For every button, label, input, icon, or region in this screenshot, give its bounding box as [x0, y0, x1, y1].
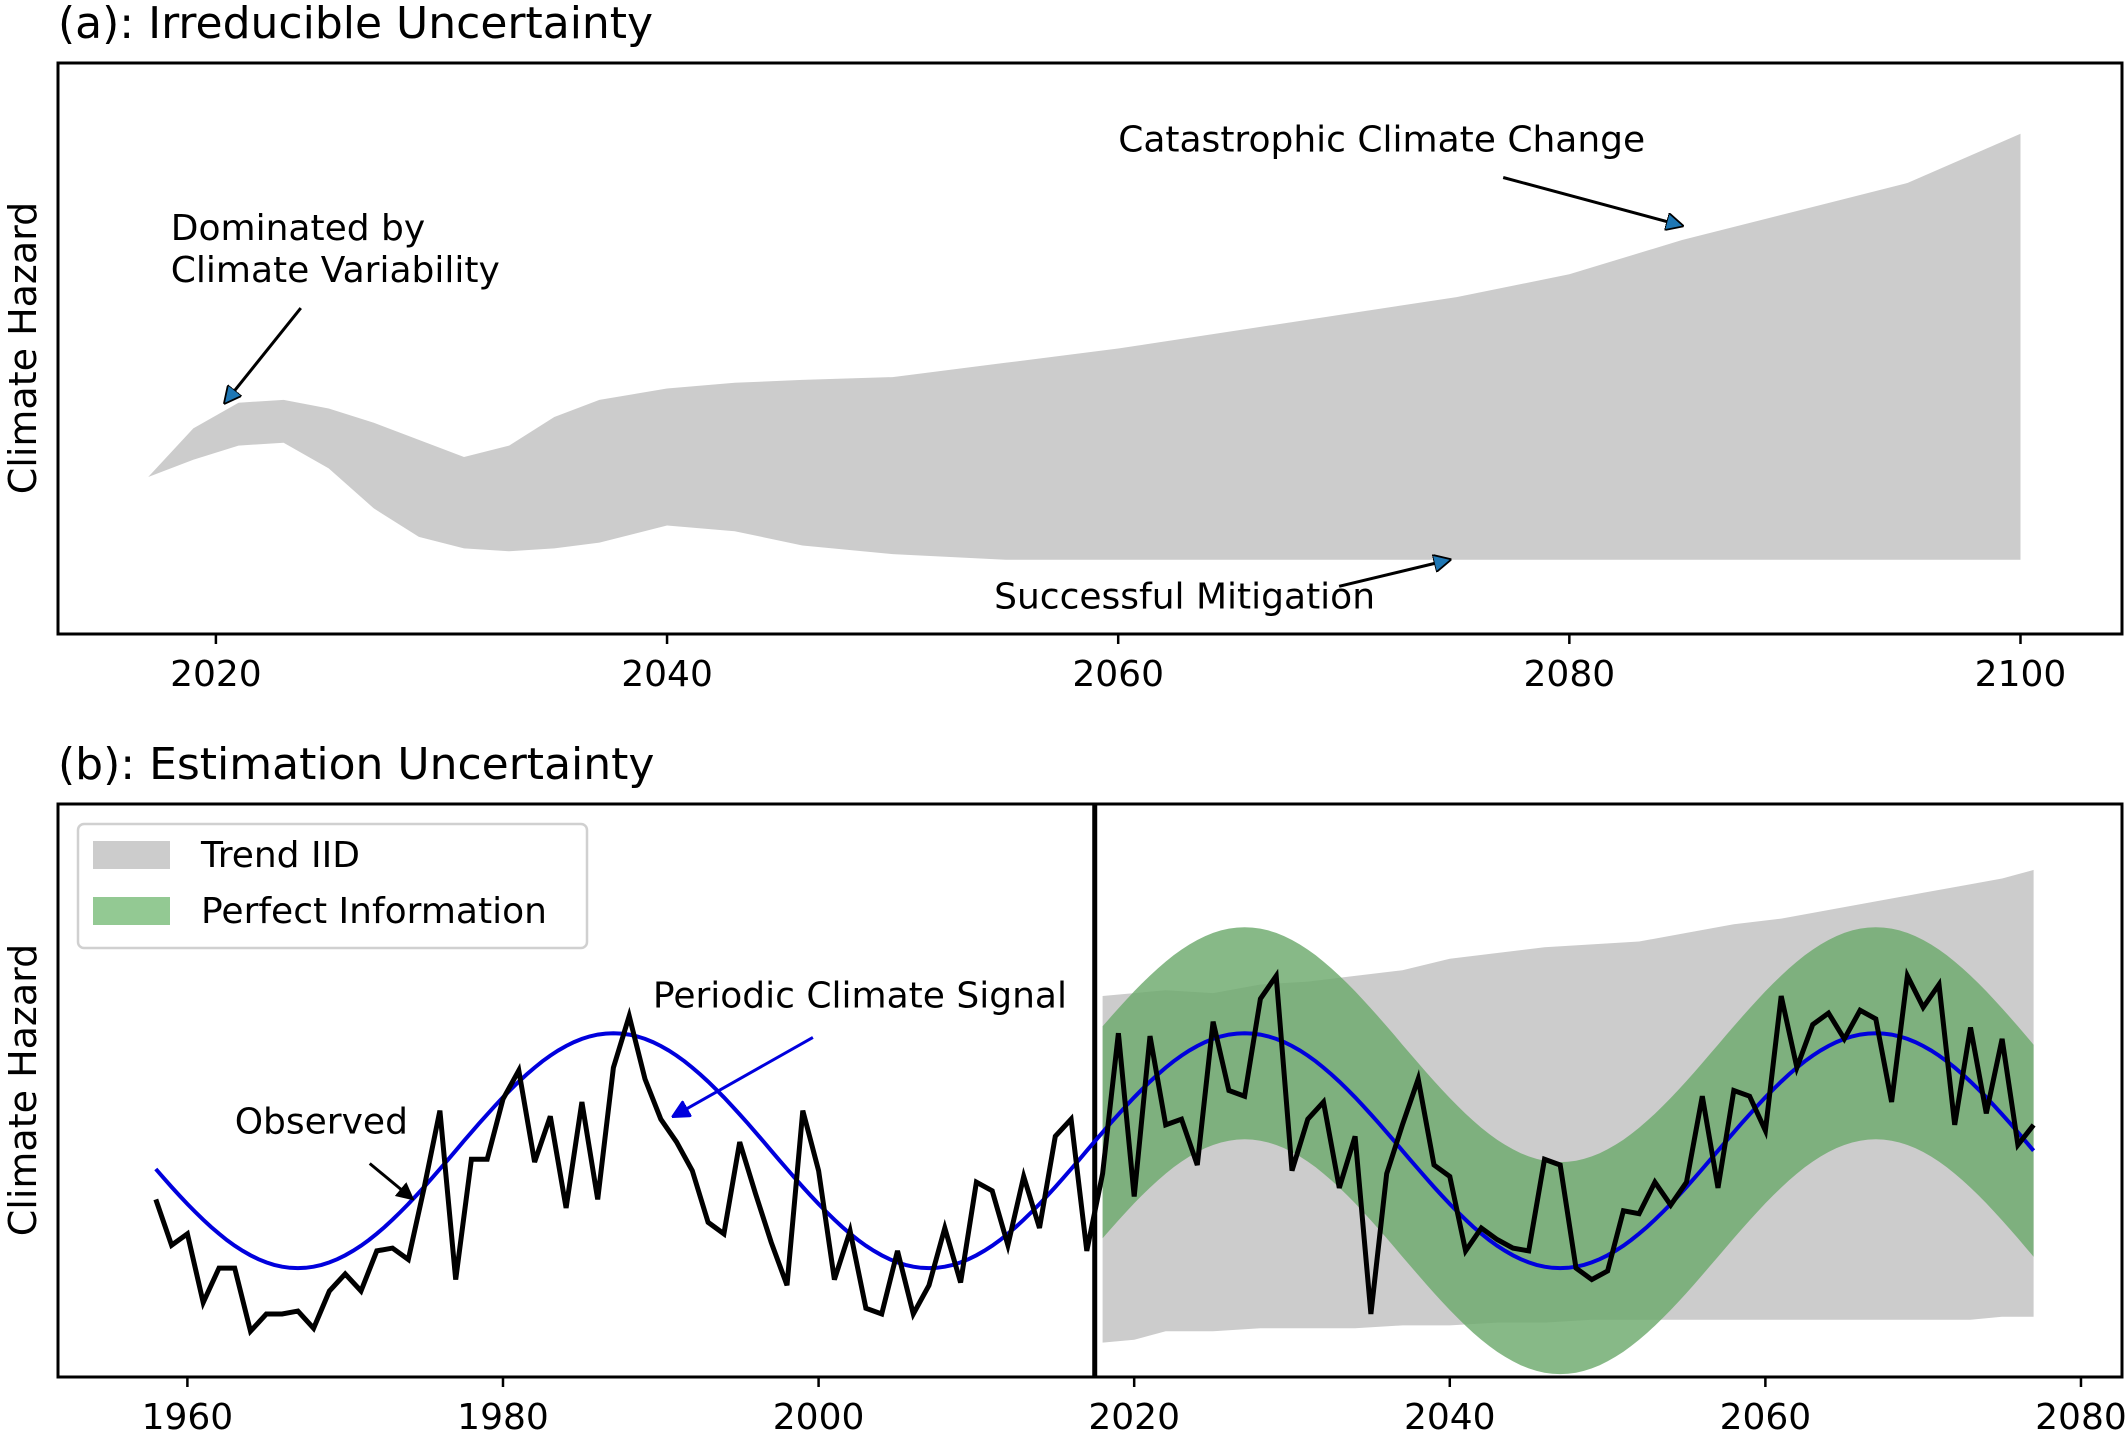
x-tick-label: 2000 [773, 1397, 865, 1437]
x-tick-label: 2040 [1404, 1397, 1496, 1437]
panel-a-ylabel: Climate Hazard [1, 202, 45, 494]
panel-b-x-ticks: 1960 1980 2000 2020 2040 2060 2080 [142, 1377, 2127, 1437]
panel-a: (a): Irreducible Uncertainty Climate Haz… [1, 0, 2124, 695]
legend-swatch-trend-iid [93, 841, 170, 869]
annotation-arrow [368, 1162, 415, 1201]
legend-swatch-perfect-information [93, 897, 170, 925]
legend-frame [76, 822, 589, 950]
panel-b: (b): Estimation Uncertainty Climate Haza… [1, 739, 2127, 1437]
annotation-arrow [1502, 176, 1682, 226]
annotation-text: Successful Mitigation [994, 576, 1375, 617]
panel-a-axes-frame [56, 61, 2124, 636]
x-tick-label: 2100 [1975, 654, 2067, 695]
legend-label-trend-iid: Trend IID [200, 835, 360, 876]
panel-b-axes-frame [56, 802, 2124, 1379]
x-tick-label: 1980 [457, 1397, 549, 1437]
x-tick-label: 2020 [1088, 1397, 1180, 1437]
perfect-information-band [1102, 927, 2034, 1375]
panel-b-annotations: Periodic Climate Signal Observed [235, 975, 1067, 1201]
legend: Trend IID Perfect Information [76, 822, 589, 950]
annotation-arrow [1338, 560, 1450, 588]
x-tick-label: 2020 [170, 654, 262, 695]
panel-b-title: (b): Estimation Uncertainty [58, 739, 654, 790]
x-tick-label: 2060 [1720, 1397, 1812, 1437]
annotation-arrow [673, 1036, 814, 1116]
x-tick-label: 2080 [2035, 1397, 2127, 1437]
panel-a-x-ticks: 2020 2040 2060 2080 2100 [170, 634, 2066, 695]
x-tick-label: 2040 [621, 654, 713, 695]
panel-a-annotations: Dominated by Climate Variability Catastrop… [171, 120, 1682, 617]
annotation-text: Catastrophic Climate Change [1118, 120, 1645, 161]
panel-b-ylabel: Climate Hazard [1, 944, 45, 1236]
annotation-text: Periodic Climate Signal [653, 975, 1067, 1016]
annotation-text: Dominated by Climate Variability [171, 208, 500, 291]
panel-a-title: (a): Irreducible Uncertainty [58, 0, 653, 49]
x-tick-label: 1960 [142, 1397, 234, 1437]
observed-line [153, 967, 2036, 1337]
x-tick-label: 2060 [1072, 654, 1164, 695]
periodic-climate-signal-line [154, 1031, 2036, 1271]
panel-a-uncertainty-band [148, 133, 2021, 560]
annotation-arrow [225, 307, 302, 403]
annotation-text: Observed [235, 1101, 408, 1142]
legend-label-perfect-information: Perfect Information [201, 891, 547, 932]
x-tick-label: 2080 [1524, 654, 1616, 695]
